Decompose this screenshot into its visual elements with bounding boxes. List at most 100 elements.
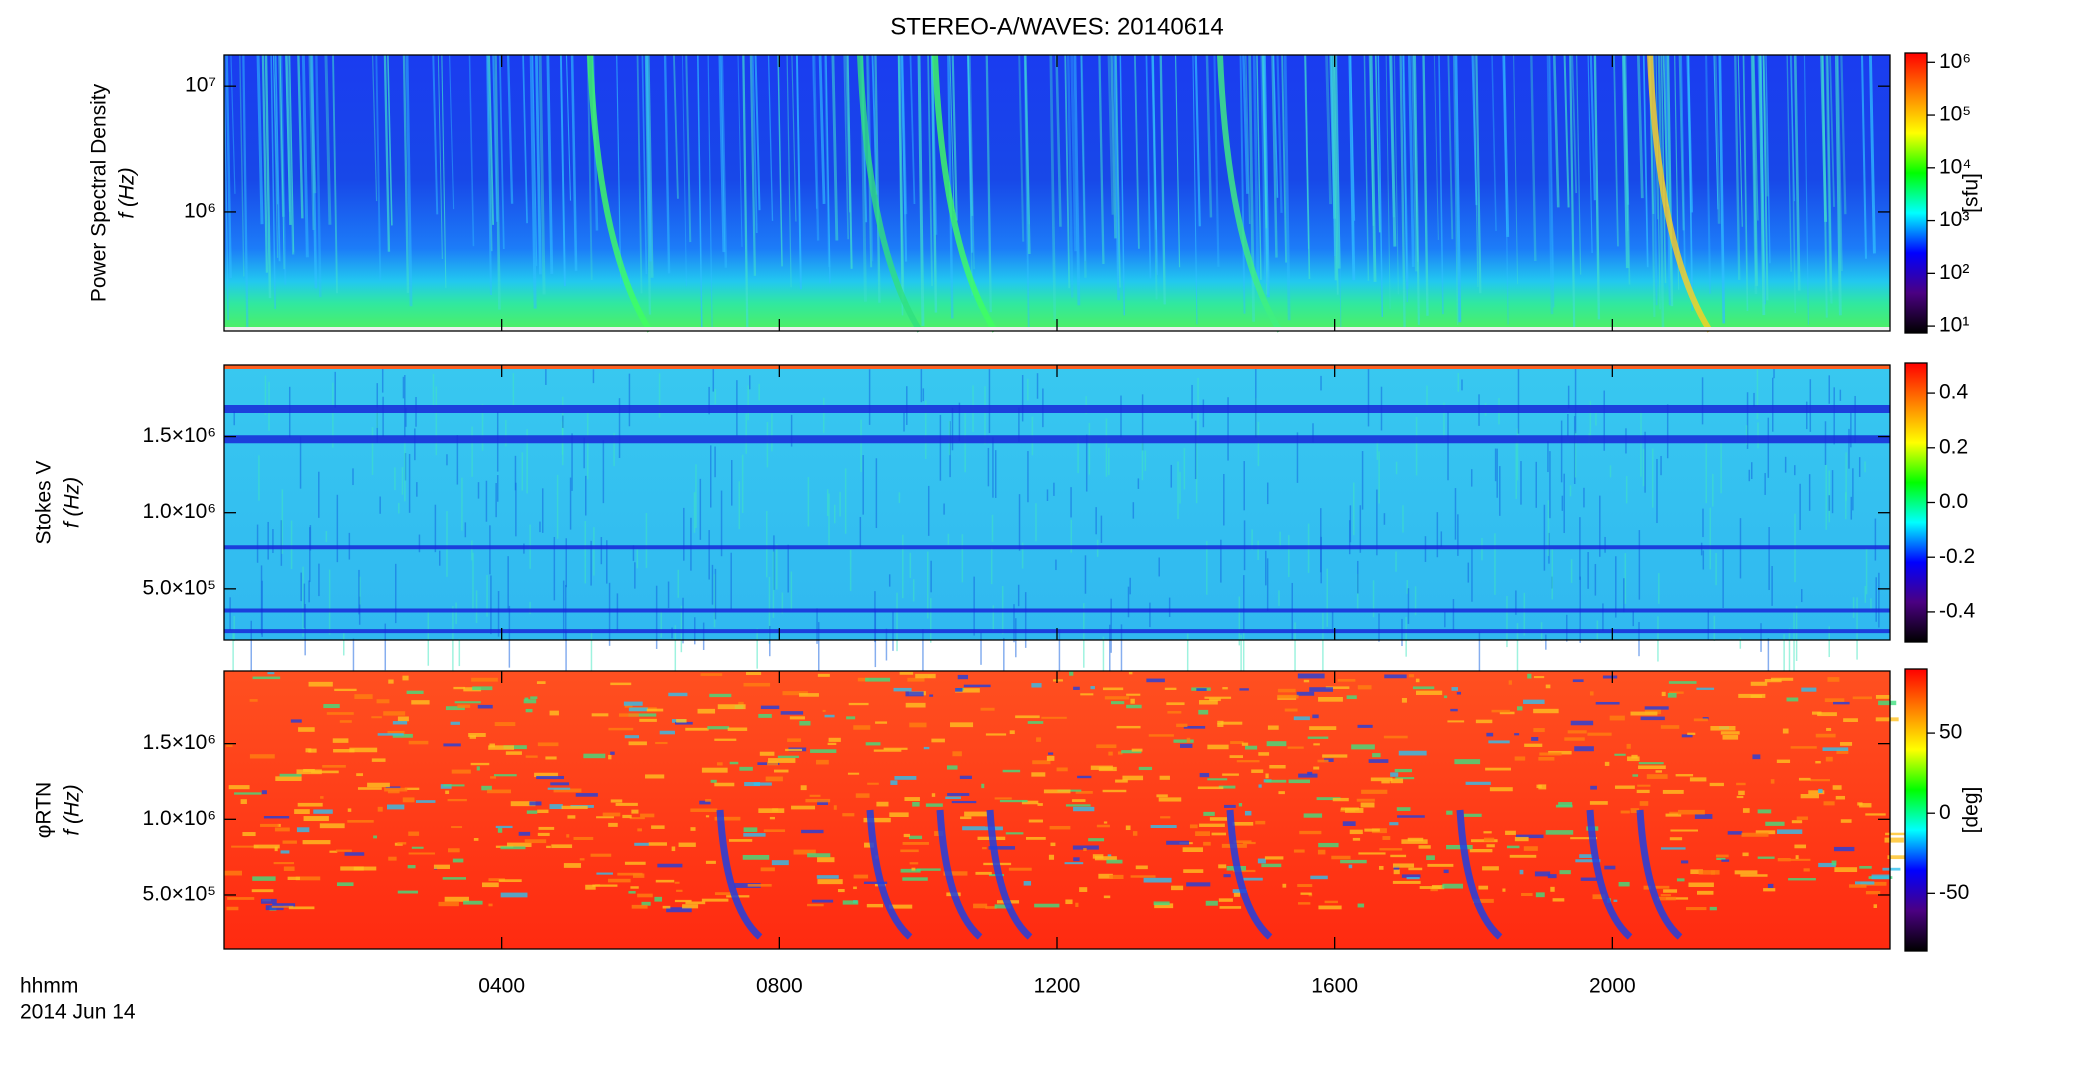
spectrogram-texture xyxy=(1204,696,1232,699)
spectrogram-texture xyxy=(549,710,559,716)
spectrogram-texture xyxy=(347,820,374,823)
spectrogram-texture xyxy=(720,54,728,268)
spectrogram-texture xyxy=(1860,54,1868,259)
spectrogram-texture xyxy=(1795,855,1799,860)
spectrogram-texture xyxy=(1575,54,1582,275)
spectrogram-texture xyxy=(494,54,501,310)
spectrogram-texture xyxy=(1258,784,1262,788)
spectrogram-texture xyxy=(296,769,322,775)
spectrogram-texture xyxy=(608,822,618,827)
spectrogram-texture xyxy=(1203,841,1211,846)
spectrogram-texture xyxy=(980,707,995,711)
spectrogram-texture xyxy=(384,787,408,792)
spectrogram-texture xyxy=(333,749,355,753)
spectrogram-texture xyxy=(1513,54,1519,285)
spectrogram-texture xyxy=(488,878,505,882)
spectrogram-texture xyxy=(1393,54,1399,295)
spectrogram-texture xyxy=(1776,759,1791,763)
spectrogram-texture xyxy=(1392,880,1421,884)
spectrogram-texture xyxy=(898,54,905,303)
spectrogram-texture xyxy=(1589,801,1608,805)
spectrogram-texture xyxy=(1789,54,1796,202)
spectrogram-texture xyxy=(289,54,295,253)
spectrogram-texture xyxy=(1790,746,1817,749)
spectrogram-texture xyxy=(239,54,245,277)
spectrogram-texture xyxy=(1777,858,1791,862)
spectrogram-texture xyxy=(408,740,429,745)
spectrogram-texture xyxy=(1555,804,1573,808)
spectrogram-texture xyxy=(264,54,272,299)
spectrogram-texture xyxy=(440,784,452,789)
spectrogram-texture xyxy=(1389,822,1399,826)
spectrogram-texture xyxy=(1852,696,1873,700)
spectrogram-texture xyxy=(1217,723,1224,727)
spectrogram-texture xyxy=(655,879,675,883)
spectrogram-texture xyxy=(437,54,443,260)
spectrogram-texture xyxy=(377,733,404,736)
spectrogram-texture xyxy=(1312,714,1319,719)
spectrogram-texture xyxy=(1381,780,1390,784)
spectrogram-texture xyxy=(524,697,529,701)
spectrogram-texture xyxy=(1131,748,1143,752)
colorbar-tick-label: 10³ xyxy=(1939,208,1969,231)
spectrogram-texture xyxy=(960,816,972,820)
spectrogram-texture xyxy=(1041,716,1067,719)
spectrogram-texture xyxy=(231,845,259,848)
spectrogram-texture xyxy=(1176,723,1188,728)
spectrogram-texture xyxy=(817,857,835,863)
spectrogram-texture xyxy=(947,793,970,796)
spectrogram-texture xyxy=(1450,708,1458,712)
spectrogram-texture xyxy=(1790,858,1811,861)
spectrogram-texture xyxy=(1442,883,1463,889)
spectrogram-texture xyxy=(506,54,514,204)
spectrogram-texture xyxy=(1552,898,1565,902)
spectrogram-texture xyxy=(1337,678,1356,682)
spectrogram-texture xyxy=(1415,678,1420,683)
spectrogram-texture xyxy=(1207,744,1229,750)
spectrogram-texture xyxy=(310,54,318,289)
spectrogram-texture xyxy=(279,773,302,777)
spectrogram-texture xyxy=(1384,674,1407,679)
spectrogram-texture xyxy=(986,809,1033,940)
spectrogram-texture xyxy=(1079,887,1088,892)
spectrogram-texture xyxy=(1613,54,1619,247)
spectrogram-texture xyxy=(707,54,713,331)
spectrogram-texture xyxy=(1267,725,1279,730)
spectrogram-texture xyxy=(1595,701,1620,705)
spectrogram-texture xyxy=(1296,691,1315,696)
spectrogram-texture xyxy=(1122,775,1144,781)
spectrogram-texture xyxy=(1734,54,1741,280)
spectrogram-texture xyxy=(616,54,622,285)
spectrogram-texture xyxy=(1256,54,1262,280)
spectrogram-texture xyxy=(411,846,424,849)
spectrogram-texture xyxy=(1709,782,1724,787)
spectrogram-texture xyxy=(1427,863,1454,867)
spectrogram-texture xyxy=(1426,855,1435,861)
spectrogram-texture xyxy=(927,54,933,286)
spectrogram-texture xyxy=(909,722,927,728)
spectrogram-texture xyxy=(1002,769,1021,773)
spectrogram-texture xyxy=(811,899,834,903)
spectrogram-texture xyxy=(893,687,912,692)
colorbar-tick-label: 0.2 xyxy=(1939,435,1968,458)
spectrogram-texture xyxy=(1284,708,1298,712)
spectrogram-texture xyxy=(408,831,420,836)
spectrogram-texture xyxy=(1865,813,1886,816)
spectrogram-texture xyxy=(1446,844,1473,850)
spectrogram-texture xyxy=(659,730,675,735)
colorbar xyxy=(1904,668,1928,952)
spectrogram-texture xyxy=(905,702,926,708)
spectrogram-texture xyxy=(1272,54,1279,198)
spectrogram-texture xyxy=(899,671,914,675)
spectrogram-texture xyxy=(1763,888,1776,892)
spectrogram-texture xyxy=(332,738,349,743)
spectrogram-texture xyxy=(525,708,533,713)
spectrogram-texture xyxy=(1304,54,1311,280)
spectrogram-texture xyxy=(1630,808,1640,813)
spectrogram-texture xyxy=(591,713,609,717)
spectrogram-texture xyxy=(1637,784,1651,787)
spectrogram-texture xyxy=(1056,767,1068,772)
spectrogram-texture xyxy=(1776,829,1803,834)
spectrogram-texture xyxy=(1485,767,1511,771)
colorbar-tick-label: 50 xyxy=(1939,721,1962,744)
